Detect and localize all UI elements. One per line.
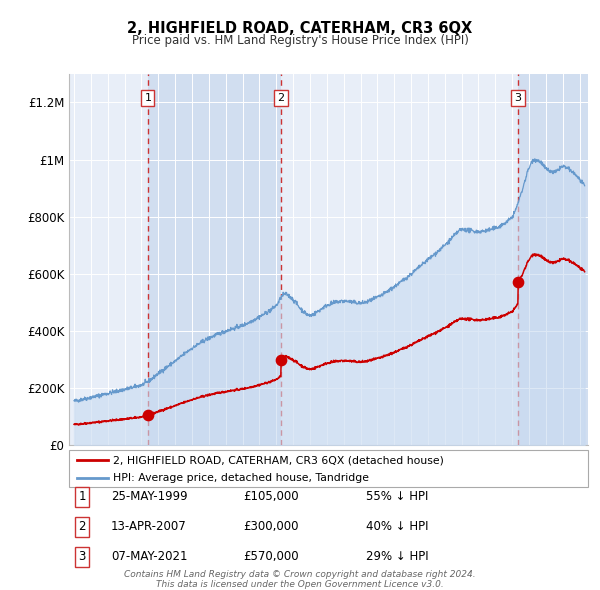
- Text: This data is licensed under the Open Government Licence v3.0.: This data is licensed under the Open Gov…: [156, 579, 444, 589]
- Point: [513, 278, 523, 287]
- Bar: [518, 74, 588, 445]
- Text: 2, HIGHFIELD ROAD, CATERHAM, CR3 6QX: 2, HIGHFIELD ROAD, CATERHAM, CR3 6QX: [127, 21, 473, 35]
- FancyBboxPatch shape: [69, 450, 588, 487]
- Bar: [148, 74, 281, 445]
- Text: 3: 3: [515, 93, 521, 103]
- Text: £570,000: £570,000: [243, 550, 299, 563]
- Text: HPI: Average price, detached house, Tandridge: HPI: Average price, detached house, Tand…: [113, 473, 369, 483]
- Text: 25-MAY-1999: 25-MAY-1999: [111, 490, 188, 503]
- Text: 1: 1: [145, 93, 151, 103]
- Text: 13-APR-2007: 13-APR-2007: [111, 520, 187, 533]
- Text: Contains HM Land Registry data © Crown copyright and database right 2024.: Contains HM Land Registry data © Crown c…: [124, 570, 476, 579]
- Text: 40% ↓ HPI: 40% ↓ HPI: [366, 520, 428, 533]
- Text: £300,000: £300,000: [243, 520, 299, 533]
- Point: [143, 411, 152, 420]
- Text: 55% ↓ HPI: 55% ↓ HPI: [366, 490, 428, 503]
- Text: 29% ↓ HPI: 29% ↓ HPI: [366, 550, 428, 563]
- Text: 07-MAY-2021: 07-MAY-2021: [111, 550, 187, 563]
- Text: 1: 1: [79, 490, 86, 503]
- Text: 3: 3: [79, 550, 86, 563]
- Text: Price paid vs. HM Land Registry's House Price Index (HPI): Price paid vs. HM Land Registry's House …: [131, 34, 469, 47]
- Text: 2, HIGHFIELD ROAD, CATERHAM, CR3 6QX (detached house): 2, HIGHFIELD ROAD, CATERHAM, CR3 6QX (de…: [113, 455, 444, 466]
- Text: 2: 2: [277, 93, 284, 103]
- Point: [276, 355, 286, 365]
- Text: 2: 2: [79, 520, 86, 533]
- Text: £105,000: £105,000: [243, 490, 299, 503]
